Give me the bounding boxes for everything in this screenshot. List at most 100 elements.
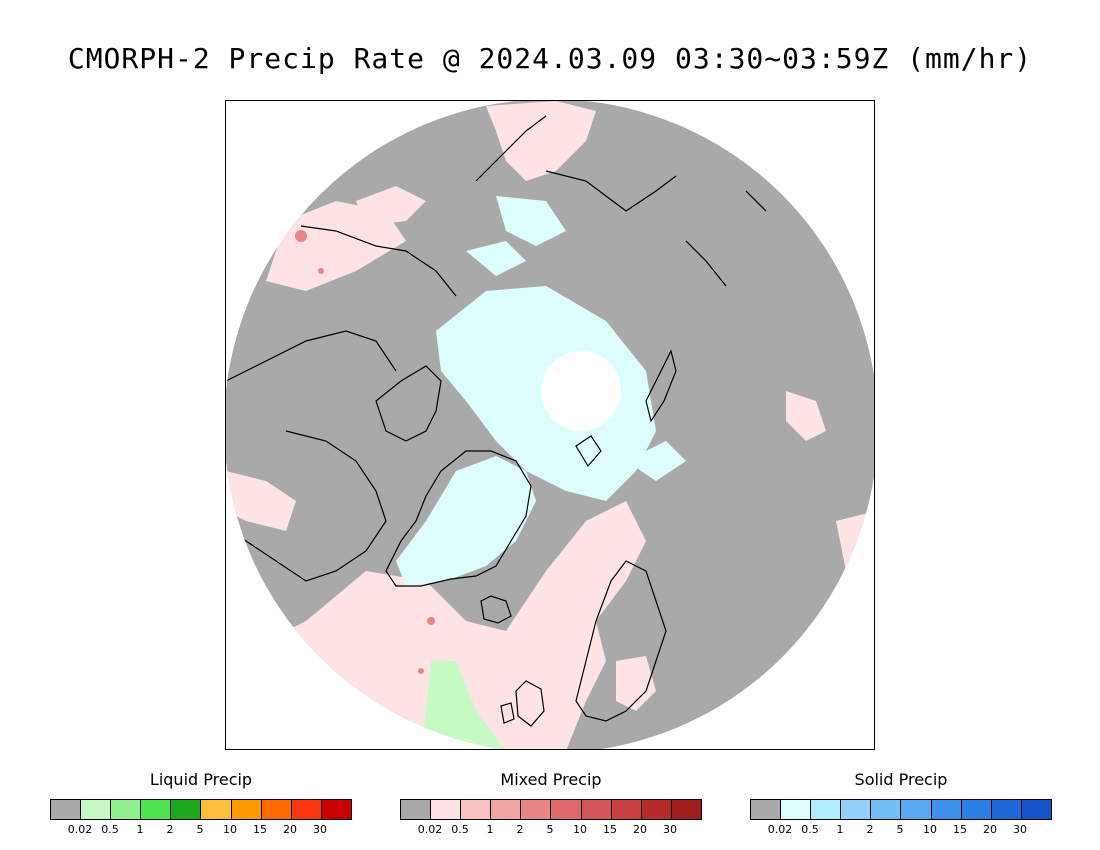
legend-tick-label: 30 — [1013, 823, 1027, 836]
legend-swatch — [491, 800, 522, 819]
legend-swatch — [141, 800, 172, 819]
mixed-precip-northwest — [356, 186, 426, 226]
mixed-precip-spot — [427, 617, 435, 625]
legend-swatch — [261, 800, 292, 819]
polar-map-frame — [225, 100, 875, 750]
legend-tick-label: 0.02 — [67, 823, 93, 836]
legend-tick-label: 2 — [516, 823, 524, 836]
legend-tick-label: 30 — [313, 823, 327, 836]
legend-tick-label: 0.5 — [101, 823, 119, 836]
legend-tick-label: 0.5 — [801, 823, 819, 836]
mixed-precip-spot — [418, 668, 424, 674]
mixed-precip-west-canada — [226, 471, 296, 531]
legend-tick-labels: 0.02 0.5 1 2 5 10 15 20 30 — [750, 823, 1050, 837]
legend-swatch — [201, 800, 232, 819]
legend-tick-label: 5 — [196, 823, 204, 836]
legend-tick-label: 0.02 — [767, 823, 793, 836]
coastline-alaska — [300, 225, 457, 297]
legend-swatch — [641, 800, 672, 819]
legend-title: Liquid Precip — [149, 770, 253, 789]
legend-tick-label: 20 — [283, 823, 297, 836]
legend-tick-labels: 0.02 0.5 1 2 5 10 15 20 30 — [50, 823, 350, 837]
solid-precip-greenland — [396, 456, 536, 586]
legend-swatch — [431, 800, 462, 819]
solid-precip-barents — [626, 441, 686, 481]
coastline-novaya-zemlya — [645, 349, 677, 423]
legend-tick-label: 0.5 — [451, 823, 469, 836]
coastline-canadian-archipelago — [375, 365, 442, 442]
legend-tick-label: 1 — [486, 823, 494, 836]
coastline-greenland — [385, 450, 532, 587]
coastline-siberia — [475, 115, 767, 287]
legend-swatch — [751, 800, 782, 819]
legend-swatch — [171, 800, 202, 819]
mixed-precip-moderate-spots — [295, 230, 435, 674]
legend-tick-label: 20 — [983, 823, 997, 836]
legend-swatch — [841, 800, 872, 819]
legend-swatch — [401, 800, 432, 819]
polar-map — [226, 101, 874, 749]
legend-tick-label: 10 — [923, 823, 937, 836]
mixed-precip-east-europe — [786, 391, 826, 441]
mixed-precip-east-siberia — [486, 101, 596, 181]
legend-solid-precip: Solid Precip 0.02 0.5 1 2 5 10 15 20 30 — [750, 770, 1052, 837]
chart-title: CMORPH-2 Precip Rate @ 2024.03.09 03:30~… — [67, 42, 1033, 75]
legend-tick-label: 5 — [546, 823, 554, 836]
mixed-precip-spot — [295, 230, 307, 242]
mixed-precip-baltic — [616, 656, 656, 711]
legend-tick-label: 15 — [253, 823, 267, 836]
coastline-scandinavia — [575, 560, 667, 722]
legend-swatch — [931, 800, 962, 819]
coastline-british-isles — [500, 680, 545, 727]
mixed-precip-north-sea — [516, 621, 606, 749]
legend-swatch — [461, 800, 492, 819]
legend-swatch — [1021, 800, 1051, 819]
legend-tick-label: 5 — [896, 823, 904, 836]
legend-tick-label: 15 — [953, 823, 967, 836]
legend-color-bar — [400, 799, 702, 820]
legend-tick-label: 30 — [663, 823, 677, 836]
liquid-precip-atlantic — [421, 661, 506, 749]
legend-tick-label: 2 — [866, 823, 874, 836]
legend-swatch — [81, 800, 112, 819]
legend-tick-label: 10 — [223, 823, 237, 836]
legend-tick-label: 2 — [166, 823, 174, 836]
legend-title: Solid Precip — [854, 770, 948, 789]
legend-swatch — [51, 800, 82, 819]
legend-swatch — [811, 800, 842, 819]
legend-liquid-precip: Liquid Precip 0.02 0.5 1 2 5 10 15 20 30 — [50, 770, 352, 837]
north-pole-no-data — [541, 351, 621, 431]
legend-swatch — [291, 800, 322, 819]
legend-swatch — [521, 800, 552, 819]
legend-swatch — [781, 800, 812, 819]
legend-swatch — [961, 800, 992, 819]
coastline-north-america — [226, 330, 397, 582]
legend-tick-label: 10 — [573, 823, 587, 836]
legend-title: Mixed Precip — [500, 770, 602, 789]
coastline-svalbard — [575, 435, 602, 468]
legend-tick-label: 1 — [136, 823, 144, 836]
mixed-precip-spot — [318, 268, 324, 274]
legend-swatch — [611, 800, 642, 819]
legend-tick-label: 0.02 — [417, 823, 443, 836]
legend-tick-labels: 0.02 0.5 1 2 5 10 15 20 30 — [400, 823, 700, 837]
legend-swatch — [991, 800, 1022, 819]
legend-swatch — [111, 800, 142, 819]
legend-swatch — [871, 800, 902, 819]
solid-precip-east-siberian-sea — [496, 196, 566, 246]
legend-color-bar — [50, 799, 352, 820]
legend-swatch — [581, 800, 612, 819]
legend-swatch — [671, 800, 701, 819]
legend-swatch — [901, 800, 932, 819]
legend-color-bar — [750, 799, 1052, 820]
legend-tick-label: 1 — [836, 823, 844, 836]
legend-mixed-precip: Mixed Precip 0.02 0.5 1 2 5 10 15 20 30 — [400, 770, 702, 837]
legend-swatch — [551, 800, 582, 819]
legend-tick-label: 20 — [633, 823, 647, 836]
coastline-iceland — [480, 595, 512, 624]
legend-swatch — [231, 800, 262, 819]
solid-precip-beaufort — [466, 241, 526, 276]
legend-tick-label: 15 — [603, 823, 617, 836]
legend-swatch — [321, 800, 351, 819]
coastlines — [226, 115, 767, 727]
